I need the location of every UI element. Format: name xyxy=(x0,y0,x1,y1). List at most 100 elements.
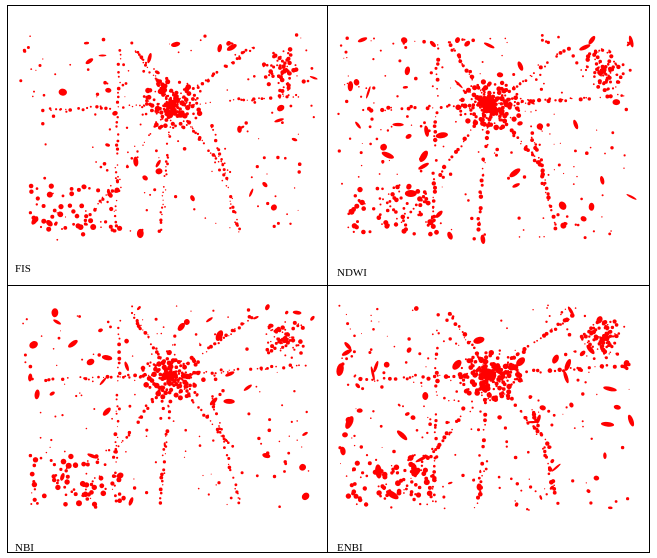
map-pixel xyxy=(145,62,147,64)
map-pixel xyxy=(609,81,612,84)
map-pixel xyxy=(35,70,36,71)
map-pixel xyxy=(146,407,149,410)
map-pixel xyxy=(449,337,452,340)
map-pixel xyxy=(139,105,141,107)
map-pixel xyxy=(174,344,176,346)
map-pixel xyxy=(519,236,521,238)
map-pixel xyxy=(144,142,145,143)
map-pixel xyxy=(554,328,557,331)
map-pixel xyxy=(137,421,140,424)
map-pixel xyxy=(230,333,232,335)
map-pixel xyxy=(577,379,580,382)
map-pixel xyxy=(160,211,162,213)
map-pixel xyxy=(139,55,141,57)
map-pixel xyxy=(193,208,195,210)
map-pixel xyxy=(116,394,119,397)
map-pixel xyxy=(346,493,351,498)
map-pixel xyxy=(496,356,500,360)
map-pixel xyxy=(483,413,487,417)
map-pixel xyxy=(373,38,375,40)
map-pixel xyxy=(228,464,229,465)
map-pixel xyxy=(434,384,437,387)
map-pixel xyxy=(104,220,107,223)
map-pixel xyxy=(208,493,210,495)
map-pixel xyxy=(41,109,44,112)
map-pixel xyxy=(174,354,176,356)
map-pixel xyxy=(284,321,286,323)
map-pixel xyxy=(489,38,491,40)
map-pixel xyxy=(590,147,592,149)
map-pixel xyxy=(166,374,169,377)
map-pixel xyxy=(295,344,297,346)
map-pixel xyxy=(416,492,421,497)
map-pixel xyxy=(545,456,548,459)
map-pixel xyxy=(604,153,606,155)
map-pixel xyxy=(143,410,146,413)
map-pixel xyxy=(238,55,240,57)
map-pixel xyxy=(148,386,151,389)
map-pixel xyxy=(475,352,478,355)
map-pixel xyxy=(608,67,612,71)
map-pixel xyxy=(428,220,434,226)
map-pixel xyxy=(302,345,305,348)
map-pixel xyxy=(559,51,563,55)
map-pixel xyxy=(403,492,405,494)
map-pixel xyxy=(337,113,339,115)
map-pixel xyxy=(237,502,240,505)
map-patch xyxy=(128,497,135,507)
map-pixel xyxy=(71,209,75,213)
map-pixel xyxy=(582,426,584,428)
map-pixel xyxy=(115,461,116,462)
map-patch xyxy=(97,328,103,333)
map-pixel xyxy=(500,81,504,85)
map-pixel xyxy=(437,95,439,97)
map-pixel xyxy=(481,79,486,84)
map-pixel xyxy=(482,61,484,63)
map-pixel xyxy=(554,227,558,231)
map-patch xyxy=(405,133,413,140)
map-pixel xyxy=(435,371,439,375)
map-pixel xyxy=(205,217,207,219)
map-pixel xyxy=(372,328,375,331)
map-pixel xyxy=(99,200,102,203)
map-pixel xyxy=(109,108,111,110)
map-pixel xyxy=(481,184,484,187)
map-pixel xyxy=(507,42,508,43)
map-pixel xyxy=(507,356,510,359)
map-pixel xyxy=(65,494,68,497)
map-pixel xyxy=(419,211,421,213)
map-pixel xyxy=(192,401,194,403)
map-pixel xyxy=(550,424,553,427)
map-pixel xyxy=(510,151,513,154)
map-pixel xyxy=(115,171,117,173)
map-pixel xyxy=(307,80,310,83)
map-pixel xyxy=(270,341,271,342)
map-pixel xyxy=(179,100,184,105)
map-pixel xyxy=(413,232,416,235)
map-pixel xyxy=(153,363,156,366)
map-pixel xyxy=(470,85,472,87)
map-pixel xyxy=(142,145,143,146)
map-pixel xyxy=(482,168,484,170)
map-patch xyxy=(248,188,254,197)
map-patch xyxy=(124,338,129,344)
map-patch xyxy=(105,143,111,148)
map-pixel xyxy=(266,348,270,352)
map-pixel xyxy=(491,364,494,367)
map-pixel xyxy=(368,461,372,465)
map-pixel xyxy=(238,228,241,231)
map-pixel xyxy=(166,143,168,145)
map-pixel xyxy=(540,88,543,91)
map-pixel xyxy=(146,362,149,365)
map-pixel xyxy=(292,347,294,349)
map-pixel xyxy=(565,309,566,310)
map-pixel xyxy=(273,347,276,350)
map-pixel xyxy=(361,230,366,235)
map-pixel xyxy=(285,311,288,314)
map-pixel xyxy=(607,59,611,63)
map-pixel xyxy=(281,73,284,76)
map-patch xyxy=(448,481,453,484)
map-pixel xyxy=(451,432,453,434)
map-pixel xyxy=(103,377,104,378)
map-pixel xyxy=(506,396,510,400)
